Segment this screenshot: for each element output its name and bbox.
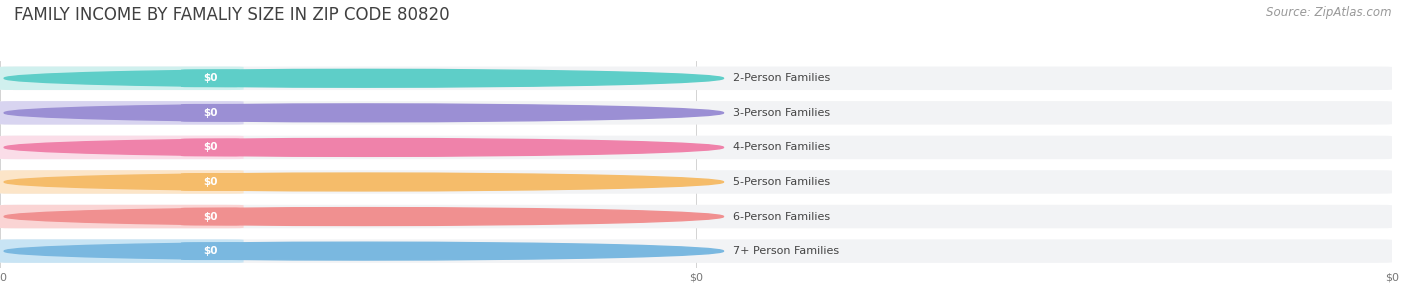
Text: FAMILY INCOME BY FAMALIY SIZE IN ZIP CODE 80820: FAMILY INCOME BY FAMALIY SIZE IN ZIP COD… (14, 6, 450, 24)
FancyBboxPatch shape (0, 170, 243, 194)
FancyBboxPatch shape (0, 101, 243, 125)
FancyBboxPatch shape (181, 242, 239, 260)
Circle shape (4, 138, 724, 156)
FancyBboxPatch shape (181, 173, 239, 191)
FancyBboxPatch shape (0, 205, 1392, 228)
Circle shape (4, 173, 724, 191)
Circle shape (4, 208, 724, 225)
Text: 6-Person Families: 6-Person Families (734, 212, 831, 221)
FancyBboxPatch shape (0, 170, 1392, 194)
Circle shape (4, 104, 724, 122)
FancyBboxPatch shape (0, 136, 1392, 159)
Text: Source: ZipAtlas.com: Source: ZipAtlas.com (1267, 6, 1392, 19)
Text: 7+ Person Families: 7+ Person Families (734, 246, 839, 256)
Text: $0: $0 (202, 142, 218, 152)
Text: $0: $0 (202, 246, 218, 256)
Text: $0: $0 (202, 73, 218, 83)
FancyBboxPatch shape (181, 104, 239, 122)
FancyBboxPatch shape (0, 239, 1392, 263)
FancyBboxPatch shape (0, 101, 1392, 125)
FancyBboxPatch shape (181, 208, 239, 225)
FancyBboxPatch shape (0, 66, 243, 90)
Circle shape (4, 242, 724, 260)
Text: $0: $0 (202, 177, 218, 187)
Text: 4-Person Families: 4-Person Families (734, 142, 831, 152)
Text: 3-Person Families: 3-Person Families (734, 108, 831, 118)
FancyBboxPatch shape (0, 205, 243, 228)
FancyBboxPatch shape (0, 66, 1392, 90)
Text: $0: $0 (202, 108, 218, 118)
FancyBboxPatch shape (0, 136, 243, 159)
Circle shape (4, 69, 724, 87)
Text: 5-Person Families: 5-Person Families (734, 177, 831, 187)
Text: 2-Person Families: 2-Person Families (734, 73, 831, 83)
FancyBboxPatch shape (181, 69, 239, 87)
FancyBboxPatch shape (0, 239, 243, 263)
Text: $0: $0 (202, 212, 218, 221)
FancyBboxPatch shape (181, 138, 239, 156)
